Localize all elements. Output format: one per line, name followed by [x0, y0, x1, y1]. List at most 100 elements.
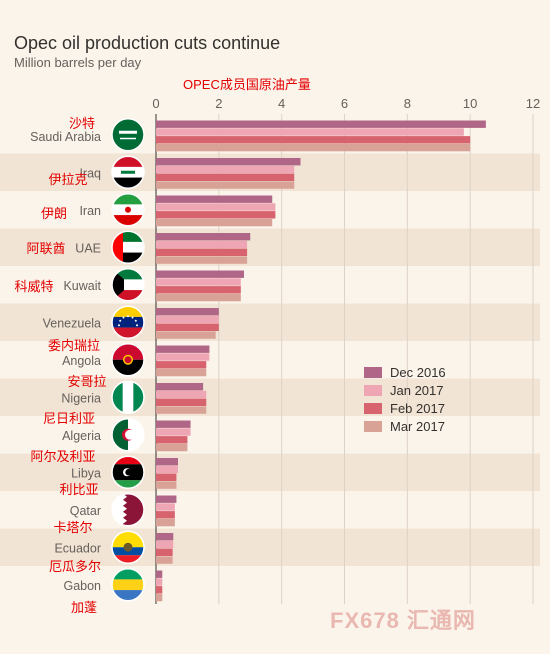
bar [156, 436, 188, 444]
chart-title-chinese: OPEC成员国原油产量 [183, 77, 311, 92]
iran-flag-icon [111, 193, 145, 227]
bar [156, 398, 207, 406]
legend-label: Dec 2016 [390, 365, 446, 380]
category-label-chinese: 委内瑞拉 [48, 338, 100, 353]
row-band [0, 228, 540, 266]
bar [156, 293, 241, 302]
category-label-chinese: 伊朗 [41, 206, 67, 221]
bar [156, 195, 273, 203]
row-band [0, 453, 540, 491]
bar [156, 481, 177, 489]
bar [156, 158, 301, 166]
libya-flag-icon [111, 455, 145, 489]
bar [156, 503, 175, 511]
bar [156, 256, 248, 264]
legend-label: Feb 2017 [390, 401, 445, 416]
bar [156, 233, 251, 241]
bar [156, 511, 175, 519]
ecuador-flag-icon [111, 530, 145, 564]
angola-flag-icon [111, 343, 145, 377]
bar [156, 556, 173, 564]
bar [156, 323, 219, 331]
bar [156, 548, 173, 556]
category-label: Ecuador [54, 541, 101, 555]
bar [156, 570, 163, 578]
bar [156, 278, 241, 286]
category-label-chinese: 利比亚 [59, 482, 98, 497]
category-label: Kuwait [63, 279, 101, 293]
nigeria-flag-icon [111, 380, 145, 414]
bar [156, 181, 295, 189]
category-label-chinese: 加蓬 [71, 600, 97, 615]
category-label-chinese: 尼日利亚 [43, 411, 95, 426]
category-label: Qatar [70, 504, 101, 518]
algeria-flag-icon [111, 418, 145, 452]
legend-swatch [364, 403, 382, 414]
legend-label: Mar 2017 [390, 419, 445, 434]
category-label-chinese: 伊拉克 [48, 172, 87, 187]
uae-flag-icon [111, 230, 145, 264]
chart-subtitle: Million barrels per day [14, 55, 142, 70]
bar [156, 465, 178, 474]
category-label: Venezuela [43, 316, 101, 330]
bar [156, 518, 175, 527]
category-label: Libya [71, 466, 101, 480]
category-label: Gabon [63, 579, 101, 593]
bar [156, 443, 188, 452]
chart-title: Opec oil production cuts continue [14, 33, 281, 53]
bar [156, 218, 273, 227]
bar [156, 586, 163, 594]
bar [156, 345, 210, 353]
legend-swatch [364, 367, 382, 378]
bar [156, 315, 219, 324]
category-label: Angola [62, 354, 101, 368]
bar [156, 165, 295, 174]
bar [156, 120, 486, 128]
category-label-chinese: 厄瓜多尔 [49, 559, 101, 574]
bar [156, 390, 207, 399]
bar [156, 211, 276, 219]
bar [156, 173, 295, 181]
x-tick-label: 6 [341, 96, 348, 111]
bar [156, 533, 174, 541]
bar [156, 406, 207, 414]
x-tick-label: 0 [152, 96, 159, 111]
bar [156, 473, 177, 481]
row-band [0, 528, 540, 566]
x-tick-label: 10 [463, 96, 477, 111]
row-band [0, 303, 540, 341]
category-label: Nigeria [61, 391, 101, 405]
category-label: UAE [75, 241, 101, 255]
bar [156, 420, 191, 428]
bar [156, 240, 248, 249]
category-label-chinese: 安哥拉 [67, 374, 106, 389]
x-tick-label: 12 [526, 96, 540, 111]
bar [156, 578, 163, 586]
x-tick-label: 8 [404, 96, 411, 111]
bar [156, 593, 163, 602]
iraq-flag-icon [111, 155, 145, 189]
category-label: Iraq [79, 166, 101, 180]
category-label-chinese: 阿联酋 [26, 241, 65, 256]
legend-swatch [364, 421, 382, 432]
x-tick-label: 4 [278, 96, 285, 111]
bar [156, 136, 471, 144]
category-label: Algeria [62, 429, 101, 443]
bar [156, 353, 210, 361]
category-label-chinese: 卡塔尔 [53, 520, 92, 535]
bar [156, 248, 248, 256]
bar [156, 495, 177, 503]
bar [156, 458, 178, 466]
category-label: Iran [79, 204, 101, 218]
bar [156, 270, 244, 278]
legend-label: Jan 2017 [390, 383, 444, 398]
bar [156, 286, 241, 294]
bar [156, 143, 471, 152]
bar [156, 368, 207, 377]
gabon-flag-icon [111, 568, 145, 602]
saudi-arabia-flag-icon [111, 118, 145, 152]
bar [156, 428, 191, 436]
watermark-logo: FX678 汇通网 [330, 608, 476, 633]
